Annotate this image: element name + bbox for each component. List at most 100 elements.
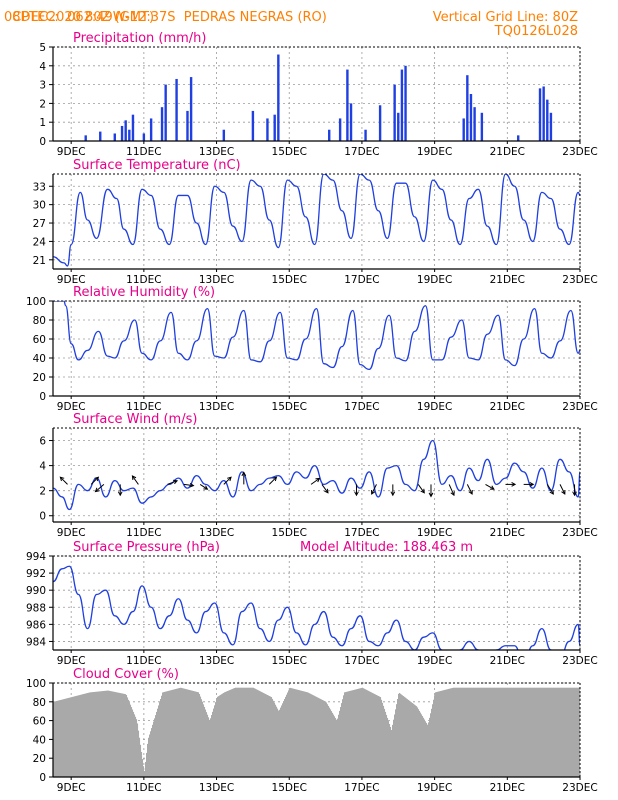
wind-arrow — [371, 484, 377, 495]
run-label: 08DEC2020 80Z (GMT) — [4, 10, 155, 25]
cloud-cover-bar — [76, 695, 78, 777]
cloud-cover-bar — [448, 688, 450, 777]
cloud-cover-bar — [69, 697, 71, 777]
wind-arrow — [310, 477, 320, 485]
cloud-cover-bar — [427, 724, 429, 777]
cloud-cover-bar — [243, 687, 245, 777]
cloud-cover-bar — [432, 704, 434, 777]
precip-bar — [549, 112, 553, 141]
cloud-cover-bar — [301, 690, 303, 777]
cloud-cover-bar — [268, 695, 270, 777]
cloud-cover-bar — [387, 717, 389, 777]
cloud-cover-bar — [154, 718, 156, 777]
x-tick-label: 19DEC — [417, 401, 452, 413]
x-tick-label: 13DEC — [199, 401, 234, 413]
cloud-cover-bar — [450, 688, 452, 777]
grid-note-label: Vertical Grid Line: 80Z — [432, 10, 578, 25]
cloud-cover-bar — [554, 687, 556, 777]
cloud-cover-bar — [325, 701, 327, 777]
y-tick-label: 40 — [33, 734, 46, 746]
cloud-cover-bar — [373, 693, 375, 777]
y-tick-label: 20 — [33, 753, 46, 765]
y-tick-label: 0 — [39, 136, 46, 148]
cloud-cover-bar — [128, 699, 130, 777]
precip-bar — [120, 125, 124, 141]
cloud-cover-bar — [478, 687, 480, 777]
x-tick-label: 11DEC — [126, 146, 161, 158]
cloud-cover-bar — [235, 687, 237, 777]
cloud-cover-bar — [439, 691, 441, 777]
cloud-cover-bar — [292, 688, 294, 777]
cloud-cover-bar — [302, 690, 304, 777]
precip-bar — [160, 107, 164, 141]
y-tick-label: 80 — [33, 315, 46, 327]
cloud-cover-bar — [561, 687, 563, 777]
cloud-cover-bar — [225, 691, 227, 777]
cloud-cover-bar — [262, 692, 264, 777]
cloud-cover-bar — [126, 695, 128, 777]
x-tick-label: 11DEC — [126, 782, 161, 794]
cloud-cover-bar — [193, 691, 195, 777]
cloud-cover-bar — [220, 694, 222, 777]
cloud-cover-bar — [286, 694, 288, 777]
panel-0: 0 1 2 3 4 5 9DEC 11DEC 13DEC 15DEC 17DEC 19DEC 21DEC… — [39, 31, 597, 158]
cloud-cover-bar — [177, 688, 179, 777]
cloud-cover-bar — [500, 687, 502, 777]
cloud-cover-bar — [246, 687, 248, 777]
wind-arrow-head — [94, 476, 100, 482]
y-tick-label: 988 — [26, 602, 46, 614]
cloud-cover-bar — [80, 694, 82, 777]
cloud-cover-bar — [376, 694, 378, 777]
cloud-cover-bar — [425, 721, 427, 777]
cloud-cover-bar — [290, 687, 292, 777]
x-tick-label: 17DEC — [344, 146, 379, 158]
cloud-cover-bar — [188, 689, 190, 777]
x-tick-label: 19DEC — [417, 146, 452, 158]
cloud-cover-bar — [289, 688, 291, 777]
cloud-cover-bar — [437, 691, 439, 777]
cloud-cover-bar — [452, 687, 454, 777]
plot-area — [53, 301, 580, 371]
cloud-cover-bar — [562, 687, 564, 777]
x-tick-label: 15DEC — [272, 401, 307, 413]
cloud-cover-bar — [171, 690, 173, 777]
x-tick-label: 23DEC — [562, 655, 597, 667]
cloud-cover-bar — [412, 703, 414, 777]
cloud-cover-bar — [207, 714, 209, 777]
cloud-cover-bar — [504, 687, 506, 777]
cloud-cover-bar — [462, 687, 464, 777]
cloud-cover-bar — [509, 687, 511, 777]
cloud-cover-bar — [119, 692, 121, 777]
precip-bar — [128, 129, 131, 141]
cloud-cover-bar — [389, 723, 391, 777]
cloud-cover-bar — [96, 691, 98, 777]
cloud-cover-bar — [316, 696, 318, 777]
cloud-cover-bar — [430, 713, 432, 777]
cloud-cover-bar — [130, 704, 132, 777]
cloud-cover-bar — [135, 716, 137, 777]
cloud-cover-bar — [195, 691, 197, 777]
cloud-cover-bar — [297, 689, 299, 777]
cloud-cover-bar — [129, 702, 131, 777]
cloud-cover-bar — [108, 690, 110, 777]
cloud-cover-bar — [401, 694, 403, 777]
x-tick-label: 17DEC — [344, 401, 379, 413]
cloud-cover-bar — [318, 697, 320, 777]
cloud-cover-bar — [346, 691, 348, 777]
cloud-cover-bar — [202, 701, 204, 777]
cloud-cover-bar — [153, 721, 155, 777]
cloud-cover-bar — [322, 699, 324, 777]
cloud-cover-bar — [141, 751, 143, 777]
cloud-cover-bar — [144, 771, 146, 777]
cloud-cover-bar — [284, 698, 286, 777]
y-tick-label: 21 — [33, 255, 46, 267]
cloud-cover-bar — [224, 692, 226, 777]
cloud-cover-bar — [538, 687, 540, 777]
cloud-cover-bar — [100, 691, 102, 777]
cloud-cover-bar — [392, 724, 394, 777]
cloud-cover-bar — [56, 701, 58, 777]
cloud-cover-bar — [92, 692, 94, 777]
cloud-cover-bar — [335, 718, 337, 777]
wind-arrow-head — [529, 482, 535, 487]
cloud-cover-bar — [575, 687, 577, 777]
